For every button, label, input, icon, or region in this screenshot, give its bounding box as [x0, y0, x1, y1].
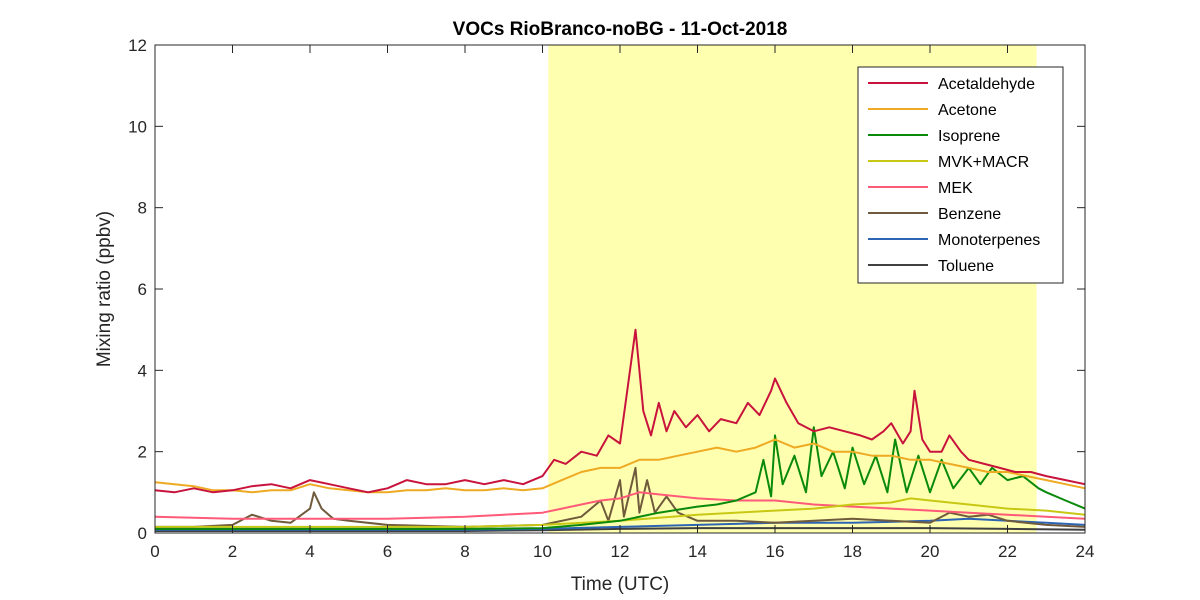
- x-axis-label: Time (UTC): [571, 574, 670, 595]
- x-tick-label: 4: [305, 542, 314, 561]
- legend-label-mvk-macr: MVK+MACR: [938, 154, 1029, 171]
- series-line-isoprene: [155, 426, 1086, 530]
- legend: Acetaldehyde Acetone Isoprene MVK+MACR MEK Be…: [857, 66, 1064, 284]
- series-line-mek: [154, 491, 1086, 520]
- series-line-acetaldehyde: [154, 328, 1086, 494]
- x-tick-label: 14: [688, 542, 707, 561]
- series-line-benzene: [155, 466, 1086, 528]
- y-axis-label: Mixing ratio (ppbv): [94, 211, 115, 367]
- x-tick-label: 8: [460, 542, 469, 561]
- x-tick-label: 10: [533, 542, 552, 561]
- x-tick-label: 2: [228, 542, 237, 561]
- legend-label-acetone: Acetone: [938, 102, 997, 119]
- chart-title: VOCs RioBranco-noBG - 11-Oct-2018: [453, 19, 788, 40]
- legend-label-monoterpenes: Monoterpenes: [938, 232, 1040, 249]
- x-tick-label: 24: [1076, 542, 1095, 561]
- x-tick-label: 18: [843, 542, 862, 561]
- x-tick-label: 16: [766, 542, 785, 561]
- legend-box: [857, 66, 1064, 284]
- y-tick-label: 8: [138, 199, 147, 218]
- series-group: [154, 328, 1086, 532]
- y-tick-label: 2: [138, 443, 147, 462]
- x-tick-label: 0: [150, 542, 159, 561]
- y-tick-label: 0: [138, 524, 147, 543]
- y-tick-label: 12: [128, 36, 147, 55]
- y-tick-label: 4: [138, 361, 147, 380]
- x-tick-label: 22: [998, 542, 1017, 561]
- legend-label-mek: MEK: [938, 180, 973, 197]
- x-tick-label: 12: [611, 542, 630, 561]
- series-line-acetone: [154, 438, 1086, 494]
- y-tick-label: 10: [128, 117, 147, 136]
- legend-label-toluene: Toluene: [938, 258, 994, 275]
- legend-label-acetaldehyde: Acetaldehyde: [938, 76, 1035, 93]
- series-line-mvk-macr: [155, 497, 1086, 528]
- legend-label-isoprene: Isoprene: [938, 128, 1000, 145]
- y-tick-label: 6: [138, 280, 147, 299]
- x-tick-label: 20: [921, 542, 940, 561]
- x-tick-label: 6: [383, 542, 392, 561]
- legend-label-benzene: Benzene: [938, 206, 1001, 223]
